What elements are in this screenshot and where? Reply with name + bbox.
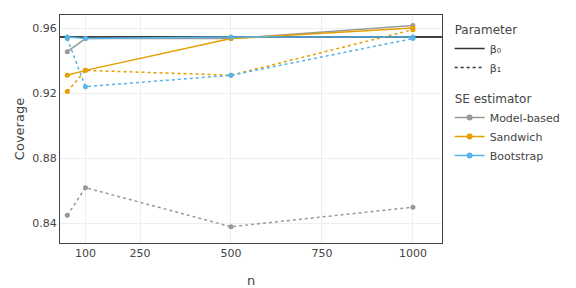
svg-text:750: 750 <box>311 247 332 260</box>
svg-text:Model-based: Model-based <box>490 112 560 125</box>
svg-text:Parameter: Parameter <box>455 23 517 37</box>
svg-text:β₀: β₀ <box>490 43 502 56</box>
svg-text:Bootstrap: Bootstrap <box>490 150 544 163</box>
svg-text:0.96: 0.96 <box>32 22 57 35</box>
svg-text:100: 100 <box>75 247 96 260</box>
svg-text:Sandwich: Sandwich <box>490 131 543 144</box>
svg-text:500: 500 <box>220 247 241 260</box>
svg-text:β₁: β₁ <box>490 62 501 75</box>
svg-text:Coverage: Coverage <box>12 98 27 160</box>
svg-text:SE estimator: SE estimator <box>455 92 532 106</box>
svg-text:0.84: 0.84 <box>32 217 57 230</box>
svg-text:250: 250 <box>130 247 151 260</box>
svg-text:n: n <box>247 273 255 288</box>
svg-text:1000: 1000 <box>399 247 427 260</box>
svg-text:0.92: 0.92 <box>32 87 57 100</box>
svg-text:0.88: 0.88 <box>32 152 57 165</box>
